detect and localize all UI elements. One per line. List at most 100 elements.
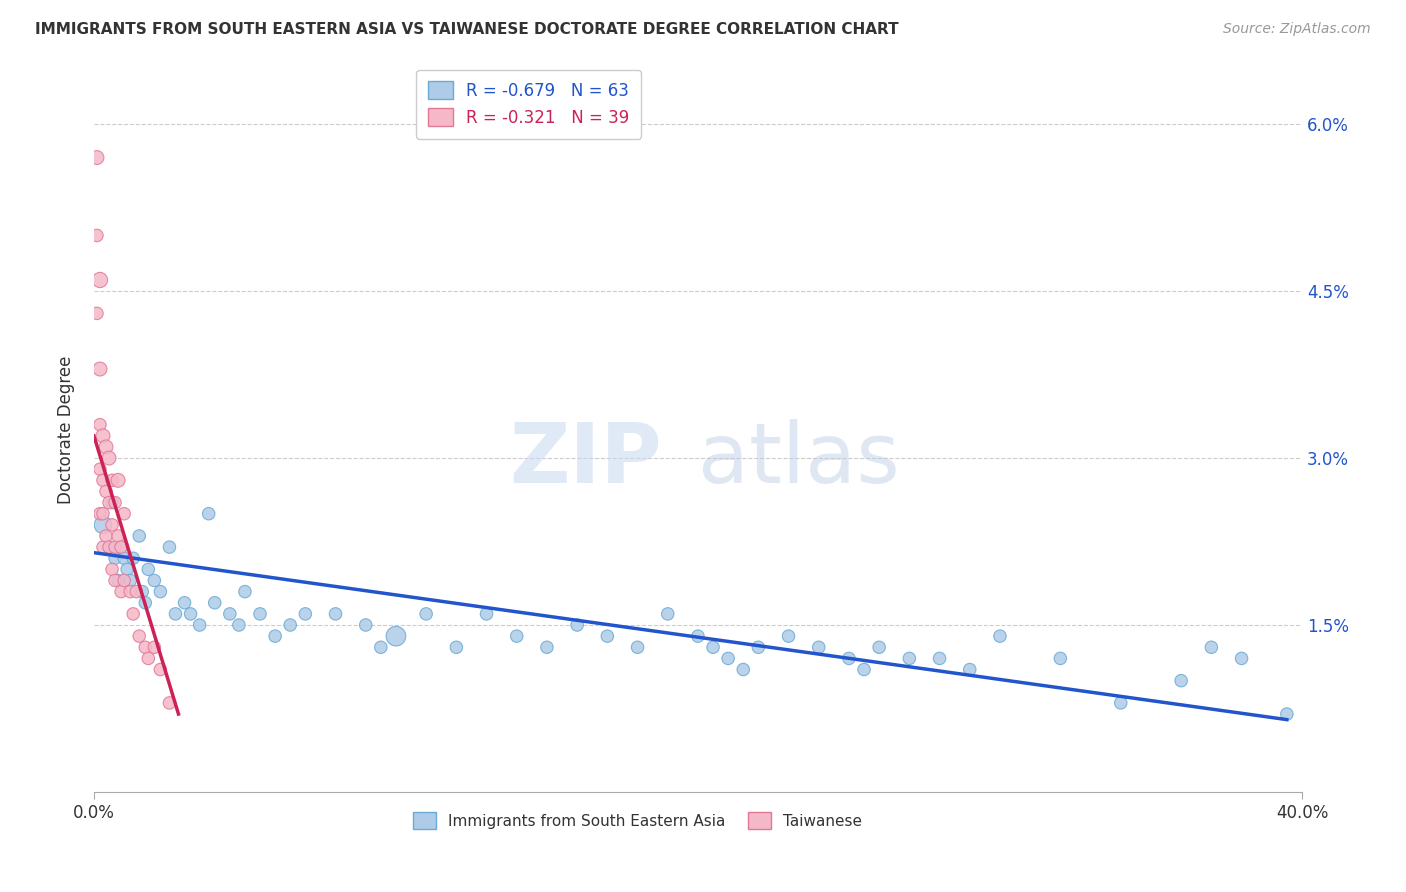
Point (204, 596, 226, 610)
Point (228, 618, 250, 632)
Point (104, 574, 127, 588)
Point (686, 629, 709, 643)
Point (98, 495, 121, 509)
Point (107, 529, 129, 543)
Point (415, 607, 437, 621)
Point (101, 517, 124, 532)
Point (89, 362, 111, 376)
Point (325, 607, 347, 621)
Point (278, 618, 301, 632)
Point (101, 473, 124, 487)
Text: atlas: atlas (697, 418, 900, 500)
Point (1275, 707, 1298, 722)
Point (149, 584, 172, 599)
Point (173, 596, 195, 610)
Point (475, 607, 498, 621)
Point (112, 574, 135, 588)
Point (1109, 696, 1132, 710)
Point (988, 629, 1011, 643)
Point (128, 629, 150, 643)
Point (197, 507, 219, 521)
Point (596, 629, 619, 643)
Point (565, 618, 588, 632)
Text: IMMIGRANTS FROM SOUTH EASTERN ASIA VS TAIWANESE DOCTORATE DEGREE CORRELATION CHA: IMMIGRANTS FROM SOUTH EASTERN ASIA VS TA… (35, 22, 898, 37)
Point (717, 651, 740, 665)
Point (91, 540, 114, 554)
Point (89, 417, 111, 432)
Point (86, 151, 108, 165)
Point (98, 540, 121, 554)
Point (110, 540, 132, 554)
Point (94, 484, 117, 499)
Point (626, 640, 648, 655)
Point (778, 629, 800, 643)
Point (131, 584, 153, 599)
Point (89, 462, 111, 476)
Point (125, 584, 148, 599)
Point (446, 640, 468, 655)
Point (98, 540, 121, 554)
Point (89, 507, 111, 521)
Point (536, 640, 558, 655)
Point (89, 273, 111, 287)
Point (657, 607, 679, 621)
Point (218, 607, 240, 621)
Point (134, 596, 156, 610)
Point (702, 640, 724, 655)
Point (733, 663, 755, 677)
Point (104, 495, 127, 509)
Point (101, 495, 124, 509)
Point (91, 517, 114, 532)
Point (91, 507, 114, 521)
Point (104, 540, 127, 554)
Point (898, 651, 921, 665)
Point (107, 473, 129, 487)
Point (807, 640, 830, 655)
Point (115, 562, 138, 576)
Point (104, 551, 127, 566)
Point (91, 473, 114, 487)
Point (122, 607, 145, 621)
Point (86, 306, 108, 320)
Point (91, 429, 114, 443)
Point (86, 228, 108, 243)
Point (165, 607, 187, 621)
Point (506, 629, 529, 643)
Point (159, 540, 181, 554)
Point (98, 451, 121, 466)
Point (1230, 651, 1253, 665)
Point (838, 651, 860, 665)
Point (959, 663, 981, 677)
Text: ZIP: ZIP (509, 418, 662, 500)
Point (188, 618, 211, 632)
Point (134, 640, 156, 655)
Point (143, 640, 166, 655)
Point (128, 529, 150, 543)
Point (122, 551, 145, 566)
Point (120, 574, 142, 588)
Point (110, 540, 132, 554)
Point (136, 651, 159, 665)
Point (112, 507, 135, 521)
Point (120, 584, 142, 599)
Point (1201, 640, 1223, 655)
Point (159, 696, 181, 710)
Point (107, 574, 129, 588)
Point (94, 440, 117, 454)
Point (385, 629, 408, 643)
Text: Source: ZipAtlas.com: Source: ZipAtlas.com (1223, 22, 1371, 37)
Point (94, 529, 117, 543)
Point (264, 629, 287, 643)
Y-axis label: Doctorate Degree: Doctorate Degree (58, 356, 75, 505)
Point (928, 651, 950, 665)
Point (370, 640, 392, 655)
Point (853, 663, 876, 677)
Point (747, 640, 769, 655)
Point (1170, 673, 1192, 688)
Point (868, 640, 890, 655)
Point (149, 663, 172, 677)
Point (180, 607, 202, 621)
Point (110, 584, 132, 599)
Point (112, 551, 135, 566)
Point (143, 574, 166, 588)
